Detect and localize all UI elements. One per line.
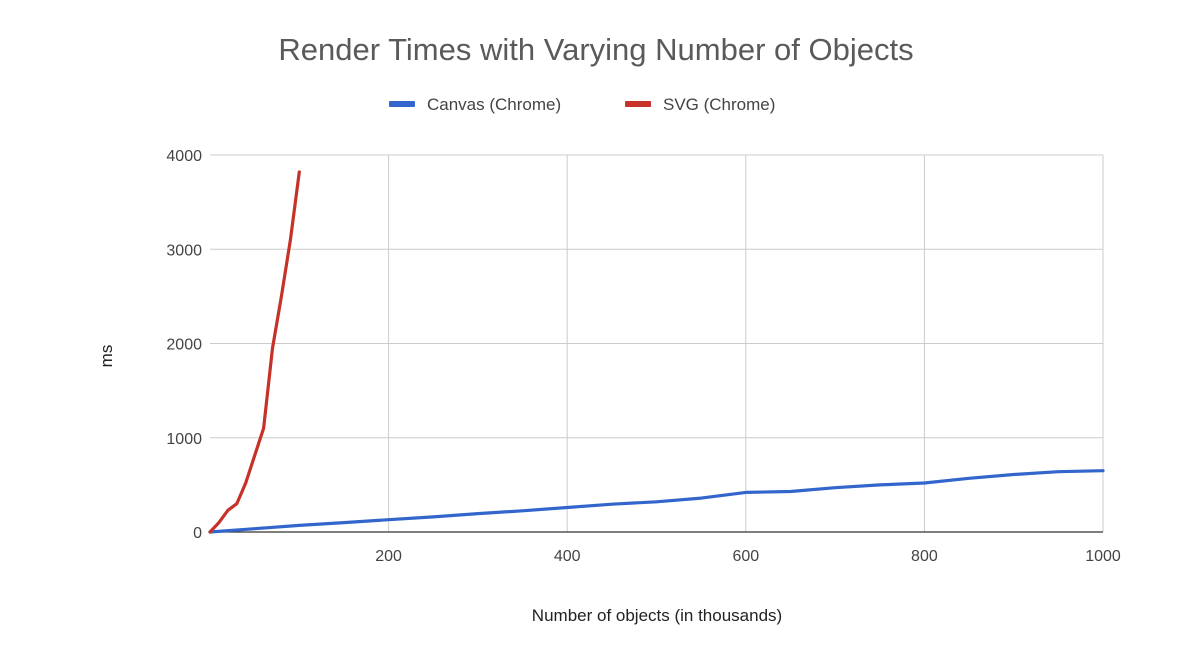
legend-swatch bbox=[389, 101, 415, 107]
y-tick-label: 0 bbox=[193, 525, 202, 542]
legend-label: Canvas (Chrome) bbox=[427, 95, 561, 114]
x-axis-ticks: 200 400 600 800 1000 bbox=[375, 548, 1121, 565]
legend-swatch bbox=[625, 101, 651, 107]
grid bbox=[210, 154, 1104, 533]
chart-title: Render Times with Varying Number of Obje… bbox=[278, 32, 913, 67]
y-axis-ticks: 0 1000 2000 3000 4000 bbox=[166, 148, 202, 542]
series-line-svg bbox=[208, 170, 301, 534]
series bbox=[208, 170, 1105, 534]
x-tick-label: 200 bbox=[375, 548, 402, 565]
series-line-canvas bbox=[208, 469, 1105, 534]
legend-label: SVG (Chrome) bbox=[663, 95, 775, 114]
y-tick-label: 4000 bbox=[166, 148, 202, 165]
x-tick-label: 1000 bbox=[1085, 548, 1121, 565]
y-tick-label: 1000 bbox=[166, 431, 202, 448]
x-tick-label: 400 bbox=[554, 548, 581, 565]
x-axis-label: Number of objects (in thousands) bbox=[532, 606, 782, 625]
legend: Canvas (Chrome) SVG (Chrome) bbox=[389, 95, 775, 114]
y-axis-label: ms bbox=[97, 345, 116, 368]
x-tick-label: 600 bbox=[732, 548, 759, 565]
x-tick-label: 800 bbox=[911, 548, 938, 565]
y-tick-label: 3000 bbox=[166, 242, 202, 259]
y-tick-label: 2000 bbox=[166, 337, 202, 354]
